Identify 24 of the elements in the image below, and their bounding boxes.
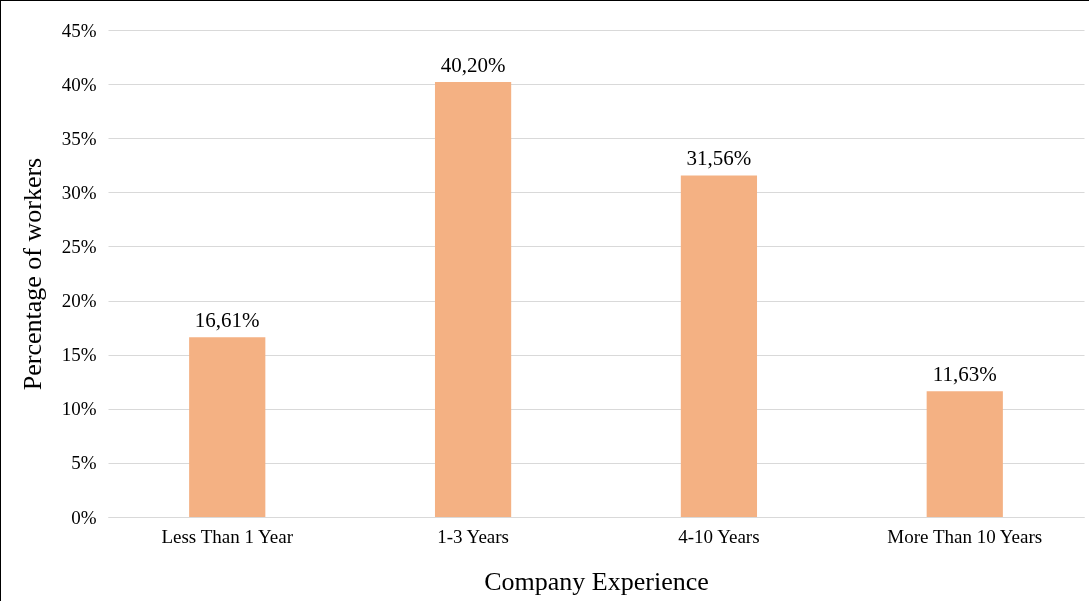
data-label: 31,56% <box>686 146 752 171</box>
data-label: 11,63% <box>932 362 997 387</box>
bar <box>434 81 512 517</box>
y-tick-label: 45% <box>61 19 97 41</box>
y-tick-label: 10% <box>61 398 97 420</box>
bar <box>926 391 1003 517</box>
y-tick-label: 40% <box>61 73 97 95</box>
y-tick-label: 0% <box>71 506 97 528</box>
data-label: 16,61% <box>194 308 260 333</box>
y-tick-label: 35% <box>61 127 97 149</box>
y-tick-label: 5% <box>71 452 97 474</box>
x-axis-title: Company Experience <box>484 566 709 596</box>
data-label: 40,20% <box>440 52 506 77</box>
y-tick-label: 30% <box>61 181 97 203</box>
bar <box>189 337 266 517</box>
x-tick-label: 1-3 Years <box>437 525 509 547</box>
x-tick-label: Less Than 1 Year <box>161 525 294 547</box>
y-tick-label: 20% <box>61 290 97 312</box>
y-tick-label: 25% <box>61 235 97 257</box>
x-tick-label: 4-10 Years <box>678 525 760 547</box>
y-tick-label: 15% <box>61 344 97 366</box>
bar <box>680 175 758 517</box>
y-axis-title: Percentage of workers <box>17 157 47 391</box>
x-tick-label: More Than 10 Years <box>887 525 1043 547</box>
